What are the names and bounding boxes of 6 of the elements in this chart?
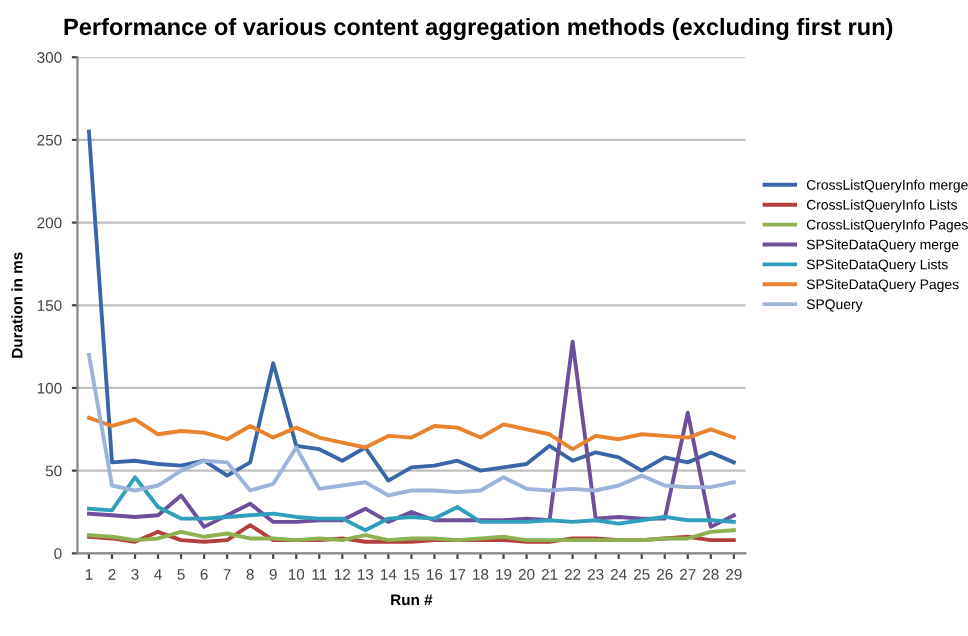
line-series: [87, 475, 736, 533]
line-series: [87, 352, 736, 498]
line-series: [87, 129, 736, 483]
chart-title: Performance of various content aggregation methods (excluding first run): [64, 17, 893, 41]
line-series: [87, 415, 736, 452]
line-series: [87, 339, 736, 529]
